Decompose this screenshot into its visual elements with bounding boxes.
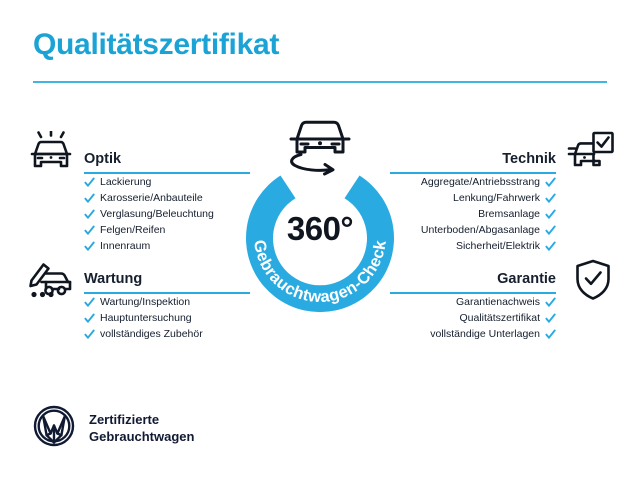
list-item-label: Felgen/Reifen [100,223,166,236]
section-technik: Technik Aggregate/Antriebsstrang Lenkung… [390,144,556,254]
car-shine-icon [28,130,74,178]
car-checkbox-icon [567,131,615,178]
list-item-label: Qualitätszertifikat [459,311,540,324]
check-icon [545,209,556,220]
check-icon [545,297,556,308]
list-item-label: Aggregate/Antriebsstrang [420,175,540,188]
check-icon [84,177,95,188]
list-item: Qualitätszertifikat [390,310,556,326]
header-divider [33,81,607,83]
list-item-label: Garantienachweis [455,295,540,308]
list-item-label: Lenkung/Fahrwerk [453,191,540,204]
list-item-label: vollständige Unterlagen [430,327,540,340]
list-item-label: vollständiges Zubehör [100,327,203,340]
list-item: Lenkung/Fahrwerk [390,190,556,206]
section-garantie: Garantie Garantienachweis Qualitätszerti… [390,264,556,342]
car-rotate-icon [277,114,363,183]
list-item: Lackierung [84,174,250,190]
list-item-label: Hauptuntersuchung [100,311,192,324]
check-icon [84,297,95,308]
section-wartung-title: Wartung [84,271,143,287]
section-wartung-underline [84,292,250,294]
list-item-label: Verglasung/Beleuchtung [100,207,214,220]
check-icon [545,177,556,188]
section-optik: Optik Lackierung Karosserie/Anbauteile [84,144,250,254]
section-technik-title: Technik [502,151,556,167]
section-optik-header: Optik [84,144,250,174]
list-item-label: Lackierung [100,175,152,188]
section-technik-underline [390,172,556,174]
section-garantie-title: Garantie [497,271,556,287]
list-item: Hauptuntersuchung [84,310,250,326]
list-item-label: Sicherheit/Elektrik [455,239,540,252]
list-item: Aggregate/Antriebsstrang [390,174,556,190]
section-optik-underline [84,172,250,174]
section-technik-list: Aggregate/Antriebsstrang Lenkung/Fahrwer… [390,174,556,254]
gebrauchtwagen-check-badge: Gebrauchtwagen-Check 360° [232,120,408,324]
list-item: Bremsanlage [390,206,556,222]
list-item-label: Wartung/Inspektion [100,295,191,308]
check-icon [545,241,556,252]
check-icon [84,225,95,236]
check-icon [84,209,95,220]
footer-brand: Zertifizierte Gebrauchtwagen [33,405,194,452]
list-item-label: Karosserie/Anbauteile [100,191,203,204]
check-icon [545,193,556,204]
list-item-label: Bremsanlage [478,207,540,220]
car-pen-service-icon [28,259,74,306]
section-optik-title: Optik [84,151,122,167]
badge-center-label: 360° [286,210,354,247]
list-item: Unterboden/Abgasanlage [390,222,556,238]
check-icon [545,225,556,236]
check-icon [545,313,556,324]
section-garantie-underline [390,292,556,294]
list-item: vollständiges Zubehör [84,326,250,342]
list-item: Felgen/Reifen [84,222,250,238]
list-item: Innenraum [84,238,250,254]
list-item-label: Unterboden/Abgasanlage [420,223,540,236]
check-icon [545,329,556,340]
section-garantie-header: Garantie [390,264,556,294]
section-optik-list: Lackierung Karosserie/Anbauteile Verglas… [84,174,250,254]
check-icon [84,193,95,204]
section-wartung: Wartung Wartung/Inspektion Hauptuntersuc… [84,264,250,342]
badge-ring: Gebrauchtwagen-Check [246,175,394,313]
section-technik-header: Technik [390,144,556,174]
list-item: Garantienachweis [390,294,556,310]
check-icon [84,313,95,324]
list-item: Verglasung/Beleuchtung [84,206,250,222]
footer-text: Zertifizierte Gebrauchtwagen [89,411,195,444]
list-item: Sicherheit/Elektrik [390,238,556,254]
section-wartung-header: Wartung [84,264,250,294]
section-wartung-list: Wartung/Inspektion Hauptuntersuchung vol… [84,294,250,342]
check-icon [84,329,95,340]
list-item: vollständige Unterlagen [390,326,556,342]
vw-logo [33,405,75,452]
list-item: Wartung/Inspektion [84,294,250,310]
list-item: Karosserie/Anbauteile [84,190,250,206]
page-title: Qualitätszertifikat [33,28,280,61]
check-icon [84,241,95,252]
list-item-label: Innenraum [100,239,151,252]
shield-check-icon [574,259,612,306]
section-garantie-list: Garantienachweis Qualitätszertifikat vol… [390,294,556,342]
